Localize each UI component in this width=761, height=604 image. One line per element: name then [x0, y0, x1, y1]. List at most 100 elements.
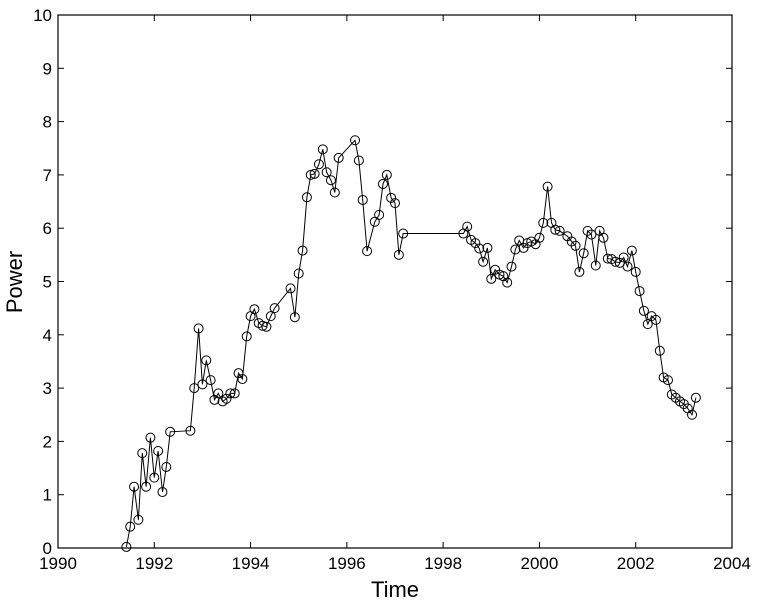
plot-area — [57, 14, 733, 549]
x-tick-label: 1996 — [328, 554, 366, 573]
data-point — [690, 392, 701, 403]
x-tick-label: 1998 — [424, 554, 462, 573]
data-point — [610, 256, 621, 267]
data-point — [642, 319, 653, 330]
data-point — [309, 168, 320, 179]
data-point — [293, 268, 304, 279]
data-point — [578, 248, 589, 259]
data-point — [626, 245, 637, 256]
data-point — [333, 152, 344, 163]
data-point — [157, 487, 168, 498]
data-point — [289, 312, 300, 323]
data-point — [213, 388, 224, 399]
data-point — [554, 225, 565, 236]
data-point — [205, 375, 216, 386]
data-point — [149, 472, 160, 483]
x-tick-label: 1994 — [232, 554, 270, 573]
data-point — [197, 379, 208, 390]
data-point — [393, 249, 404, 260]
data-point — [377, 178, 388, 189]
data-point — [386, 192, 397, 203]
data-point — [201, 355, 212, 366]
data-point — [482, 242, 493, 253]
data-point — [321, 167, 332, 178]
data-point — [634, 286, 645, 297]
data-point — [229, 388, 240, 399]
x-axis-ticks: 1990 1992 1994 1996 1998 2000 2002 2004 — [39, 15, 751, 573]
x-tick-label: 1992 — [135, 554, 173, 573]
data-point — [313, 159, 324, 170]
data-point — [486, 273, 497, 284]
series-line — [125, 139, 697, 547]
data-point — [125, 521, 136, 532]
y-tick-label: 7 — [43, 166, 52, 185]
data-point — [301, 192, 312, 203]
data-point — [193, 323, 204, 334]
data-point — [161, 461, 172, 472]
data-point — [478, 256, 489, 267]
data-point — [189, 383, 200, 394]
data-point — [121, 541, 132, 552]
y-tick-label: 9 — [43, 59, 52, 78]
data-point — [133, 514, 144, 525]
data-point — [630, 266, 641, 277]
y-axis-label: Power — [2, 251, 27, 313]
data-point — [137, 448, 148, 459]
data-point — [574, 266, 585, 277]
data-point — [305, 169, 316, 180]
data-point — [233, 368, 244, 379]
y-axis-ticks: 0 1 2 3 4 5 6 7 8 9 10 — [33, 6, 732, 558]
data-point — [470, 238, 481, 249]
y-tick-label: 8 — [43, 113, 52, 132]
data-point — [265, 311, 276, 322]
data-point — [462, 221, 473, 232]
data-point — [662, 375, 673, 386]
data-point — [241, 331, 252, 342]
data-point — [381, 169, 392, 180]
data-point — [261, 321, 272, 332]
data-point — [257, 320, 268, 331]
data-point — [129, 481, 140, 492]
data-point — [687, 409, 698, 420]
data-point — [362, 246, 373, 257]
x-tick-label: 2002 — [617, 554, 655, 573]
data-point — [582, 225, 593, 236]
data-point — [225, 388, 236, 399]
data-point — [550, 224, 561, 235]
data-point — [570, 240, 581, 251]
data-point — [590, 260, 601, 271]
data-point — [534, 232, 545, 243]
data-point — [586, 229, 597, 240]
data-point — [650, 314, 661, 325]
series-layer — [121, 135, 701, 552]
data-point — [502, 277, 513, 288]
data-point — [185, 425, 196, 436]
data-point — [145, 432, 156, 443]
data-point — [390, 198, 400, 209]
data-point — [329, 187, 340, 198]
data-point — [249, 304, 260, 315]
data-point — [538, 217, 549, 228]
data-point — [474, 243, 485, 254]
x-tick-label: 2000 — [521, 554, 559, 573]
data-point — [622, 261, 633, 272]
data-point — [325, 175, 336, 186]
data-point — [506, 261, 517, 272]
y-tick-label: 2 — [43, 432, 52, 451]
data-point — [237, 374, 248, 385]
y-tick-label: 0 — [43, 539, 52, 558]
data-point — [638, 305, 649, 316]
data-point — [666, 389, 677, 400]
data-point — [297, 245, 308, 256]
data-point — [221, 393, 232, 404]
y-tick-label: 6 — [43, 219, 52, 238]
data-point — [165, 426, 176, 437]
data-point — [269, 303, 280, 314]
x-axis-label: Time — [371, 577, 419, 602]
y-tick-label: 3 — [43, 379, 52, 398]
data-point — [618, 252, 629, 263]
data-point — [353, 155, 364, 166]
data-point — [350, 135, 361, 146]
data-point — [141, 481, 152, 492]
